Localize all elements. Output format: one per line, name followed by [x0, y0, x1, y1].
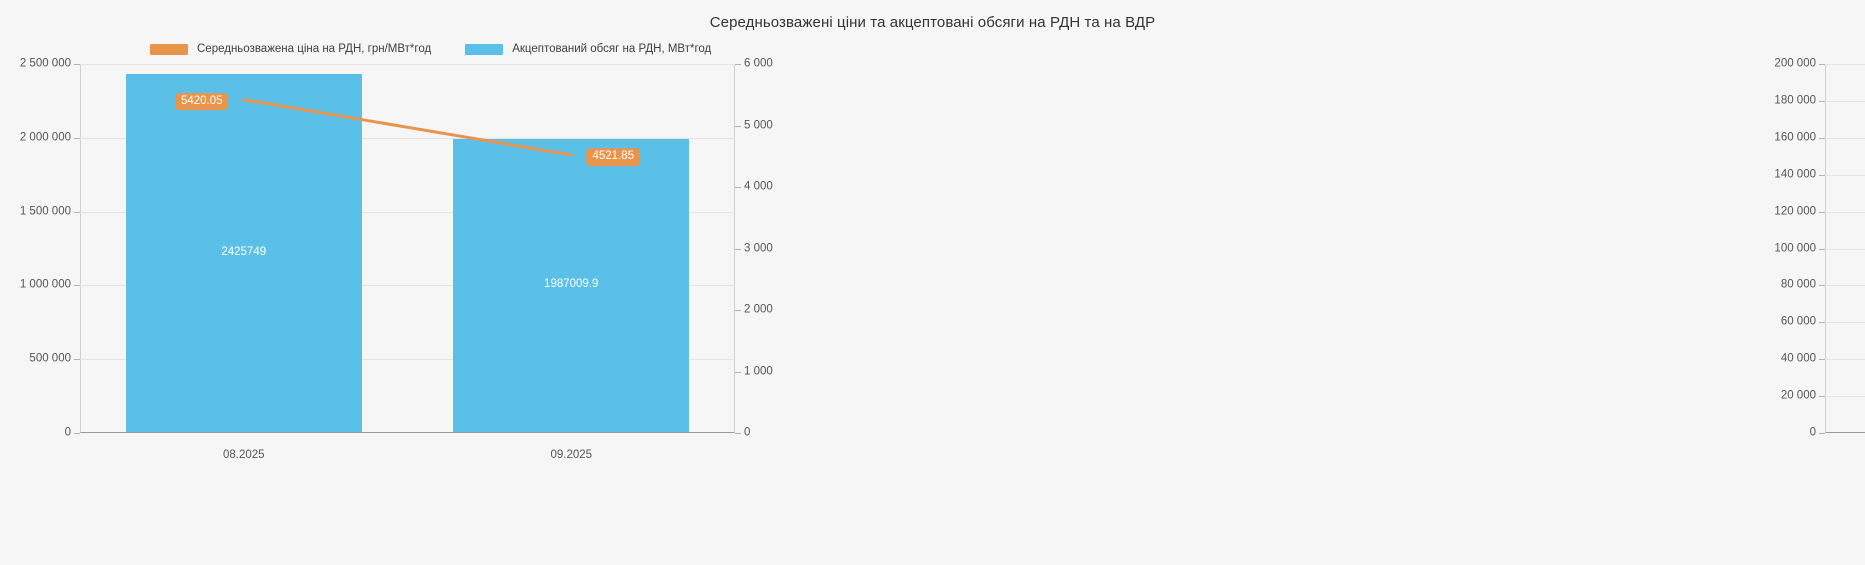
y-axis-tick-label-vdr: 180 000	[1774, 94, 1816, 107]
y-axis-tick-label-rdn: 0	[64, 426, 71, 439]
y2-axis-tick-mark	[735, 433, 741, 434]
gridline	[1825, 359, 1865, 361]
legend-item-rdn-price[interactable]: Середньозважена ціна на РДН, грн/МВт*год	[150, 43, 431, 55]
legend-swatch-rdn-price	[150, 43, 188, 55]
y2-axis-tick-label-rdn: 0	[744, 426, 751, 439]
y-axis-tick-mark	[74, 285, 80, 287]
chart-panel-vdr: Середньозважена ціна на ВДР, грн/МВт*год…	[905, 0, 1865, 565]
x-axis-tick-label-rdn: 09.2025	[550, 449, 593, 461]
y-axis-tick-mark	[74, 359, 80, 361]
plot-area-vdr: 0 20 000 40 000 60 000 80 000 100 000 120 000 1…	[1774, 58, 1865, 438]
chart-panel-rdn: Середньозважена ціна на РДН, грн/МВт*год…	[0, 0, 905, 565]
y-axis-tick-mark	[1819, 248, 1825, 250]
y-axis-tick-mark	[1819, 359, 1825, 361]
y-axis-tick-label-vdr: 40 000	[1780, 352, 1816, 365]
gridline	[1825, 211, 1865, 213]
y-axis-tick-mark	[1819, 396, 1825, 398]
y-axis-tick-label-vdr: 120 000	[1774, 204, 1816, 217]
y-axis-tick-mark	[1819, 433, 1825, 434]
gridline	[1825, 64, 1865, 65]
gridline	[1825, 322, 1865, 324]
y-axis-tick-mark	[1819, 211, 1825, 213]
gridline	[80, 64, 735, 65]
page-title: Середньозважені ціни та акцептовані обся…	[709, 14, 1156, 31]
y-axis-tick-label-vdr: 100 000	[1774, 241, 1816, 254]
y2-axis-tick-mark	[735, 125, 741, 127]
plot-frame-rdn	[80, 64, 735, 433]
y-axis-tick-mark	[1819, 322, 1825, 324]
y2-axis-tick-mark	[735, 187, 741, 188]
gridline	[80, 211, 735, 213]
y2-axis-tick-mark	[735, 248, 741, 250]
y-axis-tick-label-vdr: 20 000	[1780, 389, 1816, 402]
y-axis-tick-label-vdr: 140 000	[1774, 167, 1816, 180]
legend-label-rdn-price: Середньозважена ціна на РДН, грн/МВт*год	[197, 43, 432, 55]
gridline	[1825, 248, 1865, 250]
y-axis-tick-mark	[74, 433, 80, 434]
y2-axis-tick-mark	[735, 64, 741, 65]
legend-swatch-rdn-volume	[465, 43, 504, 55]
y2-axis-tick-label-rdn: 6 000	[744, 57, 773, 70]
y-axis-tick-mark	[1819, 137, 1825, 139]
y-axis-tick-label-rdn: 2 000 000	[19, 131, 71, 144]
bar-value-label: 1987009.9	[544, 278, 599, 291]
gridline	[1825, 285, 1865, 287]
gridline	[1825, 137, 1865, 139]
y-axis-tick-label-rdn: 500 000	[29, 352, 71, 365]
y-axis-tick-mark	[74, 211, 80, 213]
y2-axis-tick-mark	[735, 310, 741, 311]
y-axis-tick-mark	[1819, 174, 1825, 176]
y2-axis-tick-label-rdn: 3 000	[744, 241, 773, 254]
x-axis-tick-label-rdn: 08.2025	[222, 449, 265, 461]
y-axis-tick-label-vdr: 0	[1809, 426, 1816, 439]
y-axis-tick-label-vdr: 200 000	[1774, 57, 1816, 70]
line-point-label-rdn-08.2025[interactable]: 5420.05	[174, 92, 229, 111]
y-axis-tick-label-vdr: 80 000	[1780, 278, 1816, 291]
gridline	[80, 359, 735, 361]
gridline	[1825, 174, 1865, 176]
y-axis-tick-mark	[1819, 100, 1825, 102]
gridline	[80, 285, 735, 287]
bar-rdn-08.2025[interactable]: 2425749	[125, 73, 362, 432]
gridline	[1825, 396, 1865, 398]
y2-axis-tick-label-rdn: 1 000	[744, 364, 773, 377]
y2-axis-tick-label-rdn: 5 000	[744, 118, 773, 131]
y2-axis-tick-label-rdn: 4 000	[744, 180, 773, 193]
y2-axis-tick-label-rdn: 2 000	[744, 303, 773, 316]
gridline	[1825, 100, 1865, 102]
bar-value-label: 2425749	[221, 245, 267, 258]
y-axis-tick-label-rdn: 1 000 000	[19, 278, 71, 291]
y-axis-tick-mark	[1819, 285, 1825, 287]
y-axis-tick-label-vdr: 60 000	[1780, 315, 1816, 328]
legend-label-rdn-volume: Акцептований обсяг на РДН, МВт*год	[512, 43, 712, 55]
y2-axis-tick-mark	[735, 371, 741, 373]
y-axis-tick-label-rdn: 2 500 000	[19, 57, 71, 70]
legend-rdn: Середньозважена ціна на РДН, грн/МВт*год…	[150, 40, 711, 58]
y-axis-tick-label-rdn: 1 500 000	[19, 204, 71, 217]
y-axis-tick-mark	[1819, 64, 1825, 65]
y-axis-tick-label-vdr: 160 000	[1774, 131, 1816, 144]
legend-item-rdn-volume[interactable]: Акцептований обсяг на РДН, МВт*год	[465, 43, 711, 55]
y-axis-tick-mark	[74, 64, 80, 65]
bar-rdn-09.2025[interactable]: 1987009.9	[453, 138, 690, 432]
y-axis-tick-mark	[74, 137, 80, 139]
line-point-label-rdn-09.2025[interactable]: 4521.85	[586, 148, 641, 166]
plot-area-rdn: 0 500 000 1 000 000 1 500 000 2 000 000 2 500…	[20, 58, 773, 461]
